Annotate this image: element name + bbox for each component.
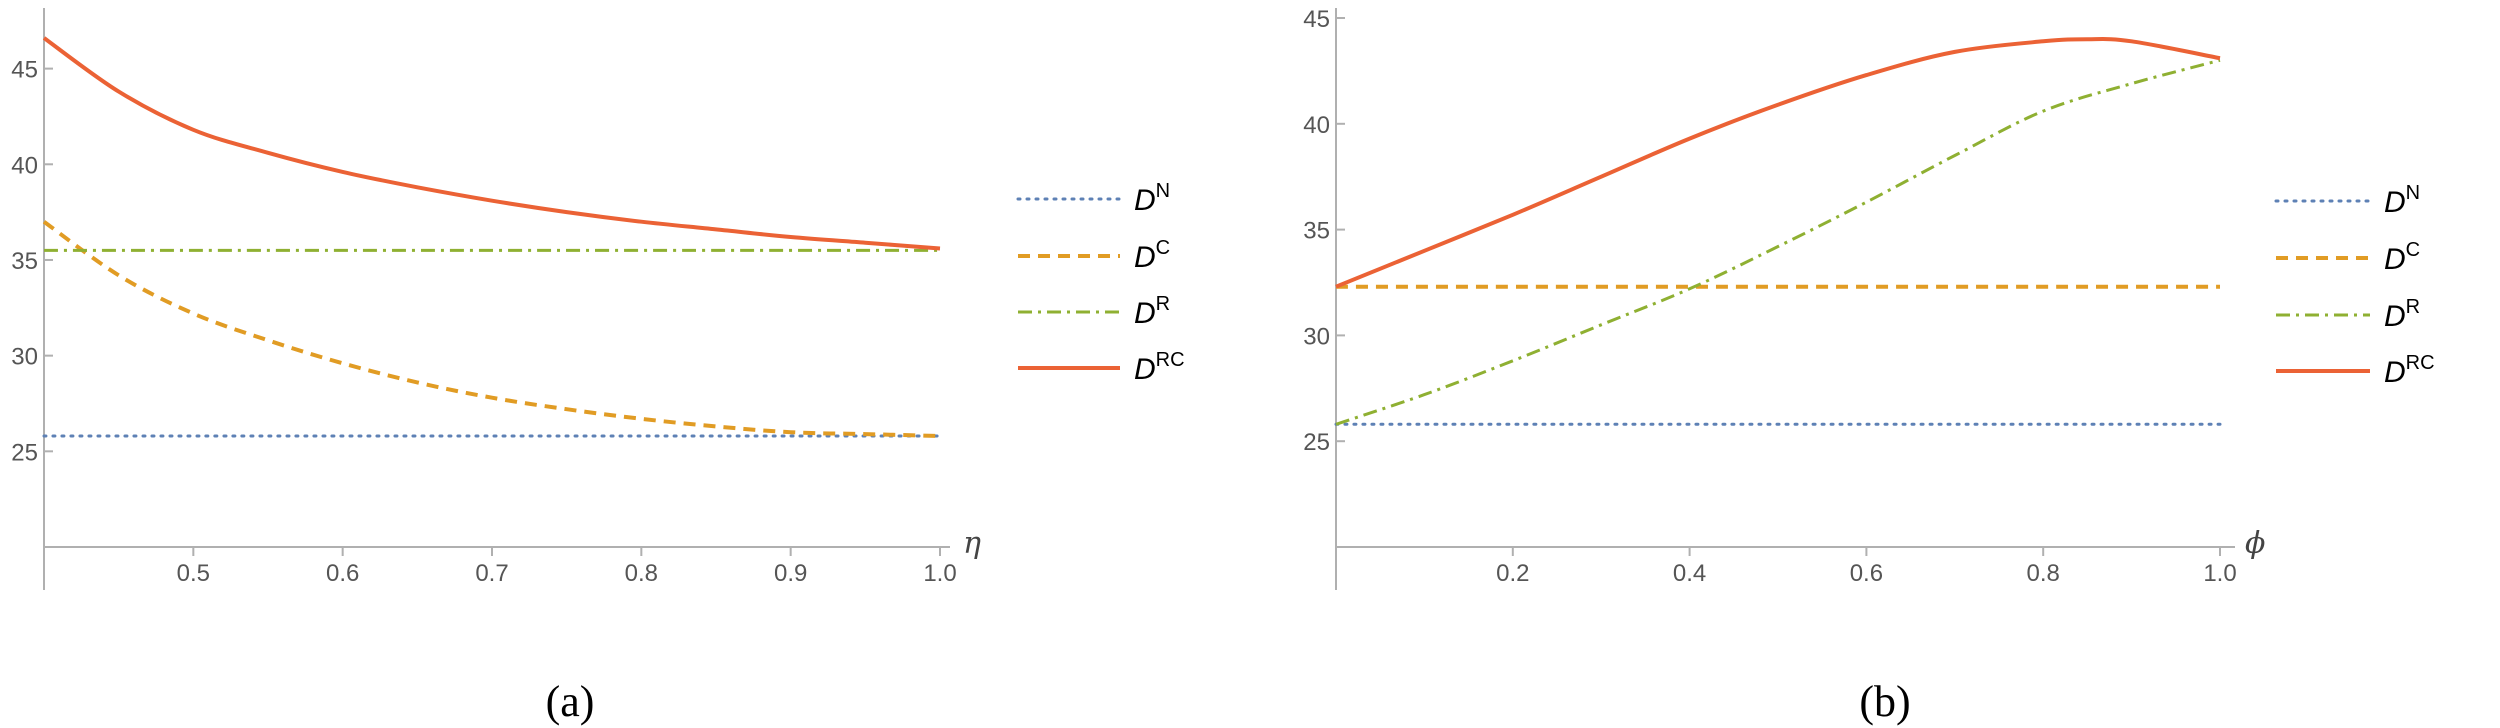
chart-a-xtick-label-5: 1.0 [923,560,956,587]
chart-a-legend: DN DC DR DRC [1016,180,1185,386]
chart-b-xtick-label-0: 0.2 [1496,560,1529,587]
legend-b-item-DC: DC [2276,239,2420,276]
chart-b-x-label: ϕ [2245,526,2265,561]
legend-a-label-DRC: DRC [1134,349,1185,386]
chart-a-ytick-label-3: 40 [11,152,38,179]
legend-b-label-DRC: DRC [2384,352,2435,389]
legend-b-label-DRC-sup: RC [2406,352,2435,374]
chart-b-xtick-label-2: 0.6 [1850,560,1883,587]
chart-a-xtick-label-0: 0.5 [177,560,210,587]
chart-a-series-DC [42,220,941,438]
legend-b-label-DRC-main: D [2384,356,2406,389]
legend-b-label-DC-sup: C [2406,239,2420,261]
legend-b-label-DN: DN [2384,182,2420,219]
chart-a-ticks: 0.5 0.6 0.7 0.8 0.9 1.0 25 30 35 40 45 [11,57,956,587]
chart-b-ytick-label-3: 40 [1303,112,1330,139]
legend-a-item-DR: DR [1018,293,1170,330]
legend-a-label-DRC-sup: RC [1156,349,1185,371]
legend-b-label-DC-main: D [2384,243,2406,276]
chart-a-ytick-label-0: 25 [11,439,38,466]
legend-b-label-DN-sup: N [2406,182,2420,204]
chart-a-xtick-label-4: 0.9 [774,560,807,587]
legend-a-label-DRC-main: D [1134,353,1156,386]
legend-a-label-DR-sup: R [1156,293,1170,315]
chart-a-ytick-label-4: 45 [11,57,38,84]
chart-b-series [1334,37,2222,426]
legend-b-label-DR-main: D [2384,300,2406,333]
legend-a-label-DN: DN [1134,180,1170,217]
chart-b-ytick-label-2: 35 [1303,218,1330,245]
legend-b-label-DR-sup: R [2406,296,2420,318]
chart-a-caption: (a) [546,677,595,726]
chart-b-ytick-label-4: 45 [1303,6,1330,33]
chart-a-xtick-label-1: 0.6 [326,560,359,587]
chart-a-series-DRC [42,36,941,251]
chart-b-legend: DN DC DR DRC [2274,182,2435,389]
chart-a-series [42,36,942,438]
chart-b-ticks: 0.2 0.4 0.6 0.8 1.0 25 30 35 40 45 [1303,6,2236,587]
chart-a-axes [43,8,950,590]
chart-b-ytick-label-1: 30 [1303,323,1330,350]
legend-a-label-DC: DC [1134,237,1170,274]
legend-a-label-DR-main: D [1134,297,1156,330]
chart-a-ytick-label-2: 35 [11,248,38,275]
legend-a-label-DC-sup: C [1156,237,1170,259]
legend-b-item-DN: DN [2274,182,2420,219]
chart-b-caption: (b) [1859,677,1910,726]
chart-b-xtick-label-3: 0.8 [2027,560,2060,587]
chart-a-ytick-label-1: 30 [11,344,38,371]
legend-a-label-DN-sup: N [1156,180,1170,202]
legend-b-label-DN-main: D [2384,186,2406,219]
chart-b-series-DR [1335,58,2221,426]
legend-b-item-DRC: DRC [2276,352,2435,389]
legend-a-label-DN-main: D [1134,184,1156,217]
chart-a-xtick-label-2: 0.7 [475,560,508,587]
legend-a-item-DC: DC [1018,237,1170,274]
chart-a-xtick-label-3: 0.8 [625,560,658,587]
chart-b-series-DRC [1335,37,2221,289]
legend-a-label-DC-main: D [1134,241,1156,274]
chart-b-xtick-label-1: 0.4 [1673,560,1706,587]
legend-a-label-DR: DR [1134,293,1170,330]
legend-a-item-DRC: DRC [1018,349,1185,386]
legend-b-label-DC: DC [2384,239,2420,276]
chart-b-ytick-label-0: 25 [1303,429,1330,456]
chart-a-x-label: η [963,526,981,561]
legend-b-item-DR: DR [2276,296,2420,333]
legend-b-label-DR: DR [2384,296,2420,333]
chart-b-axes [1335,8,2235,590]
chart-b-xtick-label-4: 1.0 [2203,560,2236,587]
legend-a-item-DN: DN [1016,180,1170,217]
